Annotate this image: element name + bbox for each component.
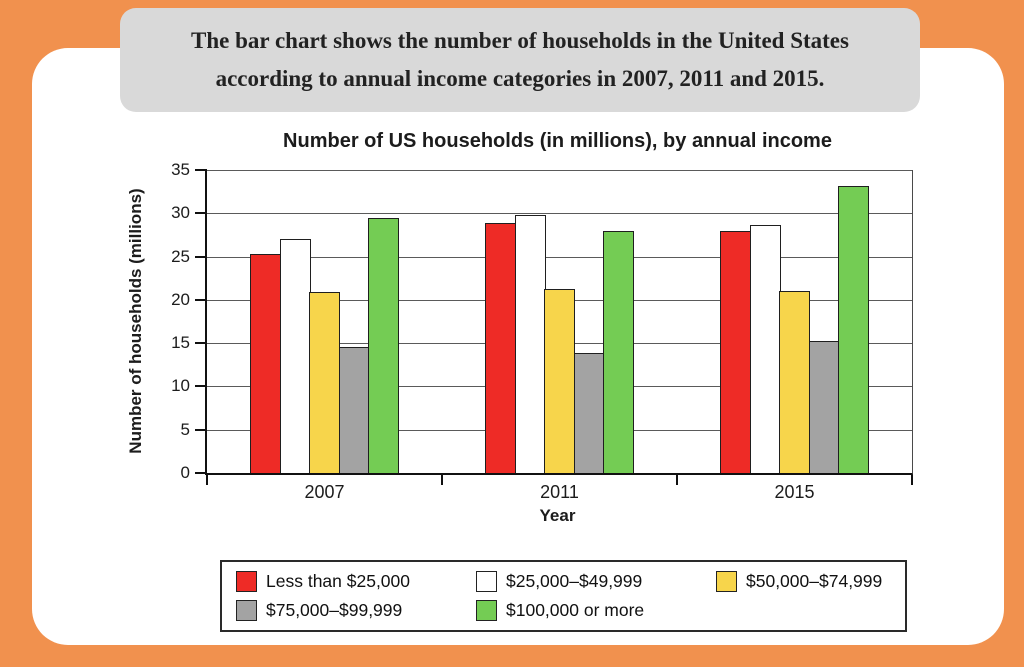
y-axis-tick: [195, 255, 207, 258]
caption-line-2: according to annual income categories in…: [215, 66, 825, 91]
x-axis-tick: [911, 475, 913, 485]
bar-group-2015: [677, 170, 912, 473]
bar: [808, 341, 840, 473]
bar: [749, 225, 781, 473]
y-axis-tick-label: 30: [171, 203, 190, 223]
bar: [279, 239, 311, 473]
y-axis-tick: [195, 472, 207, 474]
bar-group-2007: [207, 170, 442, 473]
legend-label: $25,000–$49,999: [506, 571, 643, 591]
bar: [338, 347, 370, 473]
x-category-label: 2015: [774, 482, 815, 502]
chart-title: Number of US households (in millions), b…: [283, 130, 832, 152]
legend-box: Less than $25,000 $25,000–$49,999 $50,000–…: [220, 560, 907, 632]
caption-line-1: The bar chart shows the number of househ…: [191, 28, 849, 53]
gridline: [207, 256, 912, 258]
y-axis-tick: [195, 385, 207, 388]
bar: [250, 253, 281, 473]
legend-label: $100,000 or more: [506, 600, 645, 620]
bar-group-2011: [442, 170, 677, 473]
bar: [573, 352, 605, 473]
legend-swatch: [236, 600, 257, 621]
legend-swatch: [476, 571, 497, 592]
bar: [514, 215, 546, 473]
legend-item: $25,000–$49,999: [476, 571, 716, 592]
x-axis-tick: [676, 475, 678, 485]
gridline: [207, 213, 912, 215]
legend-item: $75,000–$99,999: [236, 600, 476, 621]
plot-area: 35 30 25 20 15 10 5 0 2007 2011 2015: [171, 160, 913, 502]
x-category-label: 2007: [304, 482, 345, 502]
legend-label: $75,000–$99,999: [266, 600, 403, 620]
bar: [485, 222, 516, 473]
legend-item: $100,000 or more: [476, 600, 716, 621]
legend-swatch: [476, 600, 497, 621]
y-axis-tick: [195, 428, 207, 431]
y-axis-tick-label: 0: [180, 463, 190, 482]
bar: [603, 231, 634, 473]
legend-item: $50,000–$74,999: [716, 571, 897, 592]
x-axis-tick: [206, 475, 208, 485]
x-axis-title: Year: [539, 506, 576, 525]
y-axis-tick: [195, 298, 207, 301]
bar: [720, 231, 751, 473]
x-axis-tick: [441, 475, 443, 485]
legend-swatch: [716, 571, 737, 592]
caption-box: The bar chart shows the number of househ…: [120, 8, 920, 112]
legend-item: Less than $25,000: [236, 571, 476, 592]
y-axis-tick: [195, 169, 207, 171]
y-axis-tick-label: 20: [171, 289, 190, 309]
bar: [838, 185, 869, 473]
y-axis-tick: [195, 212, 207, 215]
legend-label: $50,000–$74,999: [746, 571, 883, 591]
bar: [368, 218, 399, 473]
legend-swatch: [236, 571, 257, 592]
x-category-label: 2011: [540, 482, 579, 502]
bar: [779, 291, 810, 473]
y-axis-tick-label: 5: [180, 419, 190, 439]
y-axis-tick-label: 10: [171, 376, 190, 396]
gridline: [207, 170, 912, 171]
legend-items: Less than $25,000 $25,000–$49,999 $50,000–…: [236, 571, 897, 621]
y-axis-tick-label: 15: [171, 333, 190, 353]
y-axis-tick-label: 35: [171, 160, 190, 179]
bar: [544, 289, 575, 473]
legend-label: Less than $25,000: [266, 571, 411, 591]
y-axis-tick-label: 25: [171, 246, 190, 266]
chart-card: Number of US households (in millions), b…: [32, 48, 1004, 645]
y-axis-tick: [195, 342, 207, 345]
bar: [309, 292, 340, 473]
y-axis-title: Number of households (millions): [126, 188, 145, 454]
